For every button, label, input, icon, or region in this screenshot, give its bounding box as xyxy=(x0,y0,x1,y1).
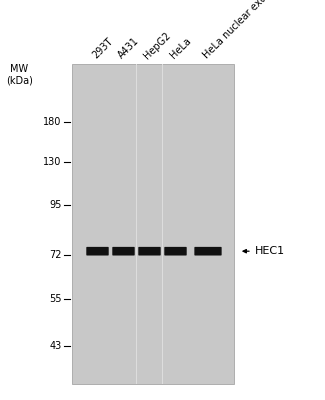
Text: HEC1: HEC1 xyxy=(254,246,285,256)
Text: 55: 55 xyxy=(49,294,61,304)
Text: A431: A431 xyxy=(116,36,141,61)
Bar xyxy=(72,64,234,384)
FancyBboxPatch shape xyxy=(194,247,222,256)
Text: MW
(kDa): MW (kDa) xyxy=(6,64,33,86)
Text: 72: 72 xyxy=(49,250,61,260)
Text: 43: 43 xyxy=(49,341,61,351)
Bar xyxy=(136,64,137,384)
Text: 180: 180 xyxy=(43,117,61,126)
FancyBboxPatch shape xyxy=(112,247,135,256)
Text: 95: 95 xyxy=(49,200,61,210)
FancyBboxPatch shape xyxy=(138,247,161,256)
Bar xyxy=(162,64,163,384)
Text: HeLa nuclear extract: HeLa nuclear extract xyxy=(201,0,280,61)
Text: 293T: 293T xyxy=(90,36,115,61)
Text: HepG2: HepG2 xyxy=(142,30,173,61)
FancyBboxPatch shape xyxy=(86,247,109,256)
FancyBboxPatch shape xyxy=(164,247,187,256)
Text: 130: 130 xyxy=(43,157,61,167)
Text: HeLa: HeLa xyxy=(168,36,193,61)
